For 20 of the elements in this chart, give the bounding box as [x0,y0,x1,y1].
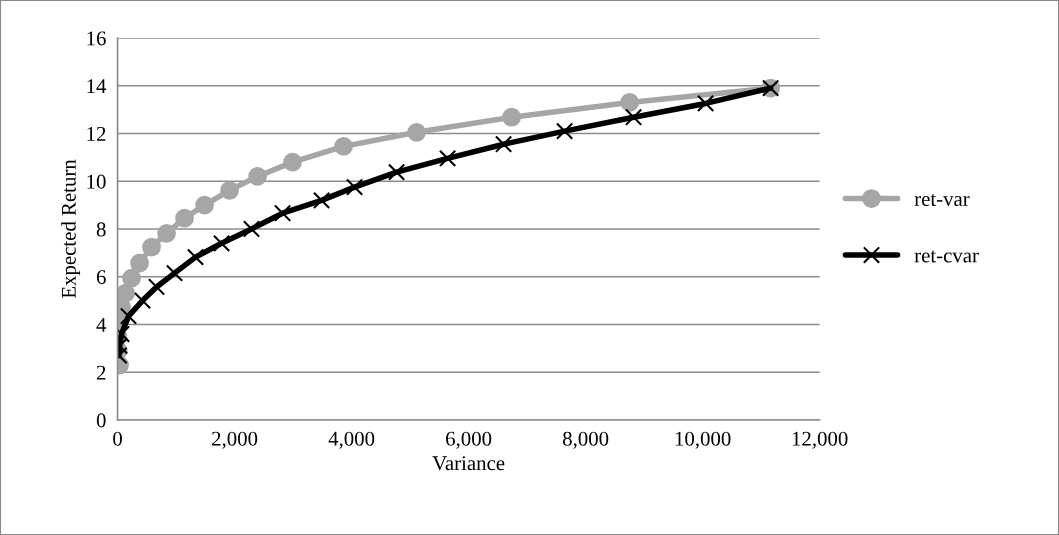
y-tick-label: 10 [87,174,106,189]
y-axis-title: Expected Return [61,159,81,299]
y-tick-label: 2 [96,365,106,380]
x-tick-label: 12,000 [792,431,848,449]
y-tick-label: 6 [96,270,106,285]
x-tick-label: 4,000 [328,431,375,449]
y-tick-label: 4 [96,317,107,332]
y-tick-label: 0 [96,413,106,428]
legend-label: ret-cvar [914,250,979,263]
x-tick-label: 0 [113,431,122,446]
y-tick-label: 16 [87,31,106,46]
y-tick-label: 8 [96,222,106,237]
y-tick-label: 12 [87,126,106,141]
x-tick-label: 8,000 [562,431,609,449]
x-tick-label: 6,000 [446,431,492,449]
legend-label: ret-var [914,194,970,206]
x-tick-label: 2,000 [212,431,258,449]
x-axis-title: Variance [432,456,505,471]
x-tick-label: 10,000 [675,431,731,449]
y-tick-label: 14 [87,79,107,93]
